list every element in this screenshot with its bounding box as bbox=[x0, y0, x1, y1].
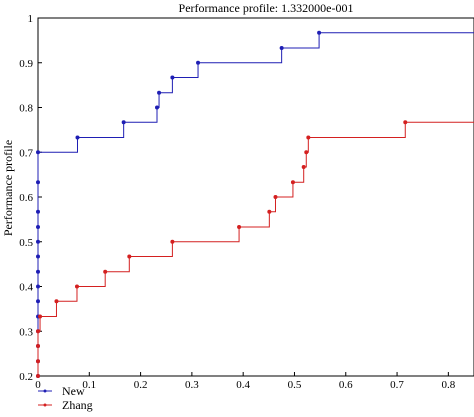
data-point bbox=[37, 285, 40, 288]
x-tick-label: 0.6 bbox=[339, 379, 353, 391]
data-point bbox=[318, 31, 321, 34]
data-point bbox=[158, 91, 161, 94]
data-point bbox=[291, 181, 294, 184]
legend-label-zhang: Zhang bbox=[62, 398, 93, 412]
data-point bbox=[37, 225, 40, 228]
data-point bbox=[156, 106, 159, 109]
data-point bbox=[37, 300, 40, 303]
x-tick-label: 0.3 bbox=[185, 379, 199, 391]
y-tick-label: 0.8 bbox=[19, 103, 33, 115]
y-tick-label: 0.9 bbox=[19, 58, 33, 70]
data-point bbox=[280, 46, 283, 49]
data-point bbox=[302, 166, 305, 169]
y-tick-label: 0.7 bbox=[19, 147, 33, 159]
x-tick-label: 0.5 bbox=[288, 379, 302, 391]
data-point bbox=[37, 375, 40, 378]
legend-marker bbox=[44, 390, 47, 393]
data-point bbox=[307, 136, 310, 139]
y-tick-label: 0.2 bbox=[19, 371, 33, 383]
y-tick-label: 0.4 bbox=[19, 282, 33, 294]
y-tick-label: 1 bbox=[28, 13, 34, 25]
series-new bbox=[37, 31, 474, 377]
data-point bbox=[37, 181, 40, 184]
data-point bbox=[122, 121, 125, 124]
y-tick-label: 0.5 bbox=[19, 237, 33, 249]
series-zhang bbox=[37, 121, 474, 378]
data-point bbox=[37, 345, 40, 348]
data-point bbox=[37, 151, 40, 154]
series-group bbox=[37, 31, 474, 377]
data-point bbox=[171, 76, 174, 79]
y-axis-label: Performance profile bbox=[1, 140, 15, 236]
y-tick-label: 0.6 bbox=[19, 192, 33, 204]
data-point bbox=[404, 121, 407, 124]
data-point bbox=[37, 255, 40, 258]
x-tick-label: 0 bbox=[35, 379, 41, 391]
legend-marker bbox=[44, 404, 47, 407]
data-point bbox=[104, 270, 107, 273]
series-line-zhang bbox=[38, 122, 474, 376]
data-point bbox=[75, 285, 78, 288]
data-point bbox=[171, 240, 174, 243]
data-point bbox=[39, 315, 42, 318]
data-point bbox=[37, 210, 40, 213]
legend-label-new: New bbox=[62, 384, 85, 398]
x-tick-label: 0.4 bbox=[236, 379, 250, 391]
data-point bbox=[274, 196, 277, 199]
data-point bbox=[37, 330, 40, 333]
data-point bbox=[37, 270, 40, 273]
series-line-new bbox=[38, 33, 474, 376]
data-point bbox=[305, 151, 308, 154]
data-point bbox=[197, 61, 200, 64]
data-point bbox=[37, 240, 40, 243]
data-point bbox=[55, 300, 58, 303]
x-tick-label: 0.2 bbox=[134, 379, 148, 391]
data-point bbox=[76, 136, 79, 139]
data-point bbox=[37, 360, 40, 363]
data-point bbox=[238, 225, 241, 228]
x-tick-label: 0.8 bbox=[441, 379, 455, 391]
y-tick-label: 0.3 bbox=[19, 326, 33, 338]
x-tick-label: 0.7 bbox=[390, 379, 404, 391]
plot-frame bbox=[38, 18, 474, 376]
data-point bbox=[268, 210, 271, 213]
chart-title: Performance profile: 1.332000e-001 bbox=[179, 1, 354, 15]
data-point bbox=[128, 255, 131, 258]
